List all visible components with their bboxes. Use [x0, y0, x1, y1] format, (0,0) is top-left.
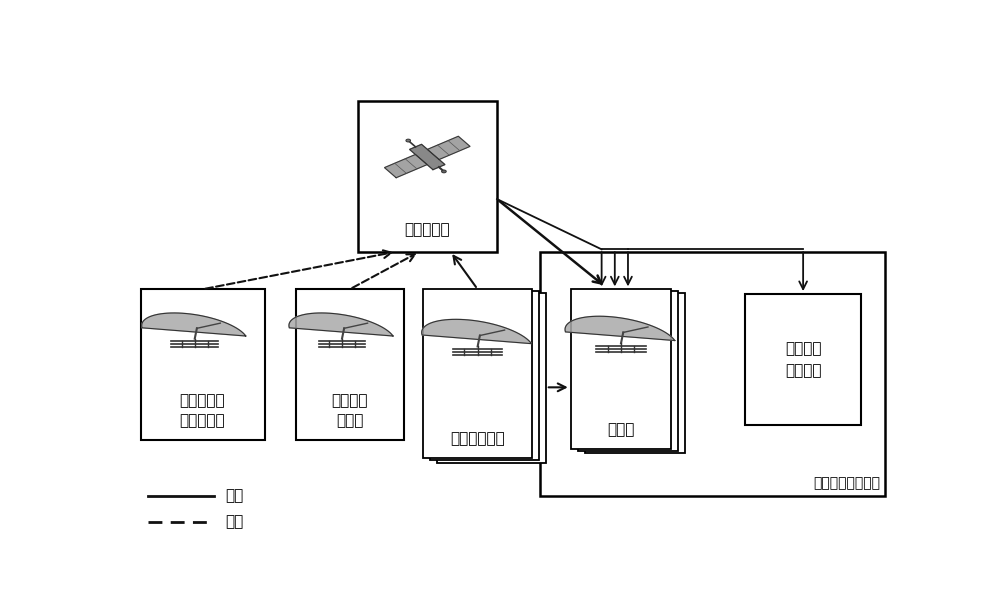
Bar: [430, 292, 539, 461]
Circle shape: [406, 139, 411, 142]
Polygon shape: [422, 320, 531, 343]
Polygon shape: [410, 145, 445, 170]
Text: 通信业务
控制中心: 通信业务 控制中心: [785, 341, 821, 378]
Polygon shape: [385, 154, 427, 178]
Polygon shape: [427, 136, 470, 160]
Bar: [437, 293, 546, 462]
Text: 地球站: 地球站: [607, 422, 635, 437]
Text: 测控: 测控: [226, 514, 244, 529]
Polygon shape: [142, 313, 246, 336]
Bar: [296, 289, 404, 440]
Text: 地面控制中心: 地面控制中心: [450, 432, 505, 447]
Polygon shape: [565, 316, 675, 340]
Text: 跟踪遥测及
指令分系统: 跟踪遥测及 指令分系统: [180, 393, 225, 428]
Bar: [140, 289, 264, 440]
Circle shape: [442, 170, 446, 173]
Bar: [423, 289, 532, 458]
Text: 通信: 通信: [226, 489, 244, 503]
Bar: [571, 289, 671, 449]
Text: 通信地球站分系统: 通信地球站分系统: [814, 476, 881, 490]
Bar: [578, 292, 678, 451]
Bar: [540, 252, 885, 496]
Text: 空间分系统: 空间分系统: [404, 223, 450, 238]
Bar: [358, 101, 497, 252]
Bar: [745, 294, 861, 426]
Polygon shape: [289, 313, 393, 336]
Text: 跟踪管理
分系统: 跟踪管理 分系统: [332, 393, 368, 428]
Bar: [585, 293, 685, 453]
